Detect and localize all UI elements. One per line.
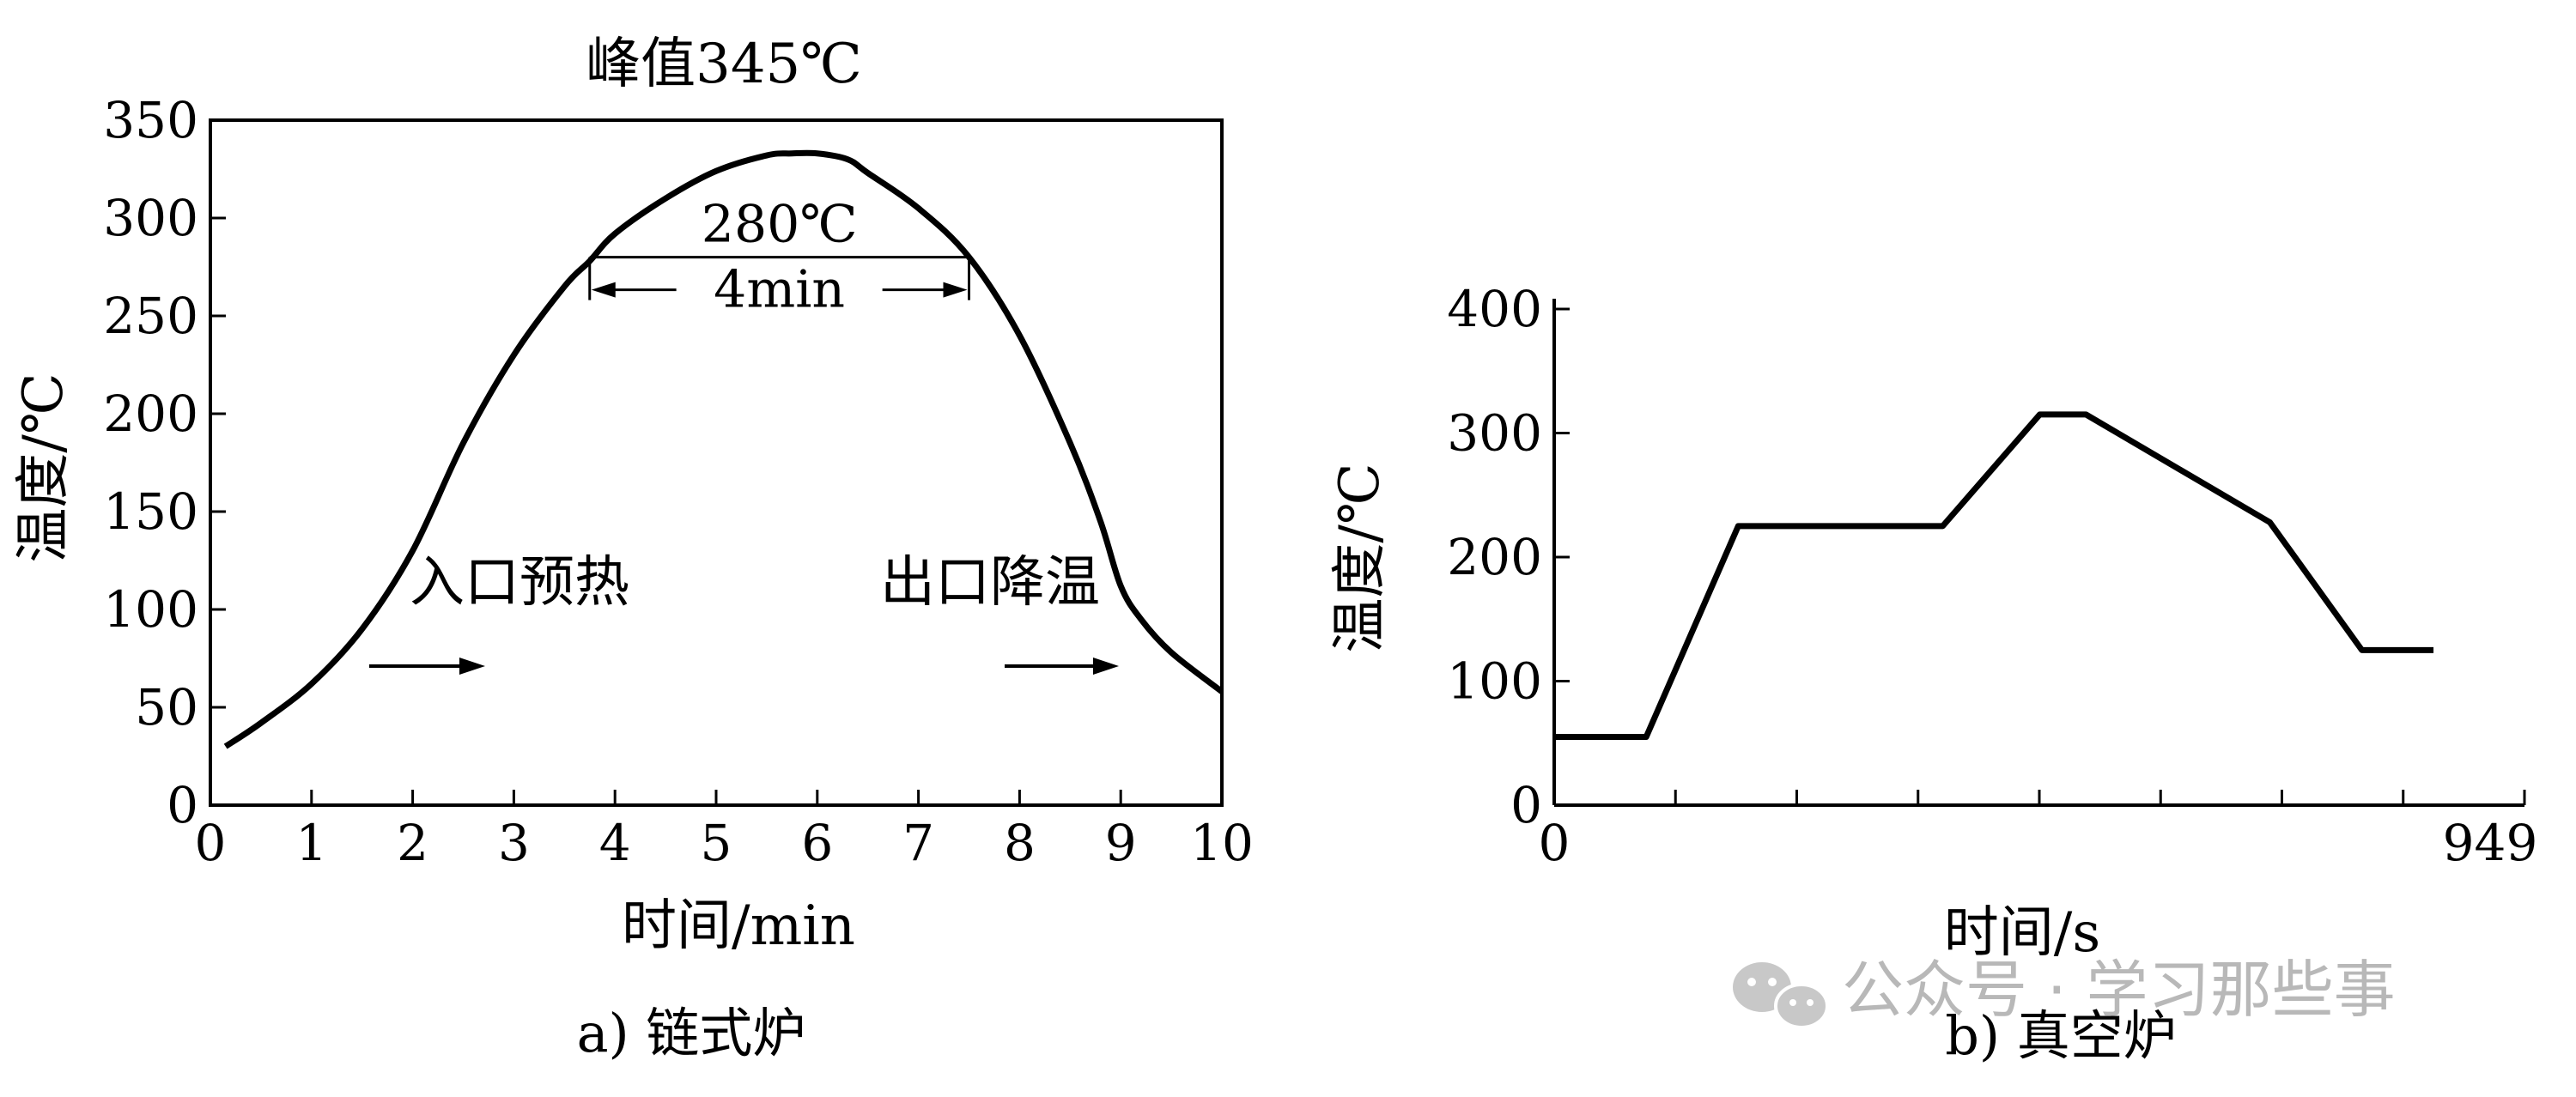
chart-b: 0 100 200 300 400 0 949 温度/℃ 时间/s b) 真空炉 [1328,280,2537,1067]
chart-a-x-tick-label: 9 [1105,814,1137,872]
chart-a-x-tick-label: 6 [801,814,833,872]
inlet-preheat-label: 入口预热 [410,551,629,615]
chart-b-x-ticks [1674,790,2526,805]
chart-a-y-tick-label: 100 [103,580,198,639]
chart-a-title: 峰值345℃ [586,33,862,96]
outlet-cooling-label: 出口降温 [880,551,1100,615]
chart-a-y-tick-label: 200 [103,385,198,443]
watermark: 公众号 · 学习那些事 [1733,954,2396,1029]
chart-b-series-line [1554,411,2434,741]
chart-b-y-tick-label: 200 [1447,528,1542,586]
wechat-icon [1733,962,1829,1029]
chart-a-y-axis-label: 温度/℃ [12,373,76,562]
chart-a-y-tick-label: 250 [103,287,198,345]
chart-a-y-tick-label: 300 [103,189,198,247]
chart-a-x-tick-label: 1 [295,814,327,872]
chart-a-y-tick-label: 50 [135,678,198,736]
chart-a-x-tick-label: 10 [1190,814,1254,872]
chart-a-x-tick-label: 2 [397,814,428,872]
chart-a-x-axis-label: 时间/min [622,894,855,958]
chart-b-y-ticks: 0 100 200 300 400 [1447,280,1570,834]
chart-b-y-tick-label: 100 [1447,652,1542,711]
chart-a-x-tick-label: 3 [498,814,530,872]
chart-b-caption: b) 真空炉 [1945,1004,2177,1067]
chart-a-y-tick-label: 0 [167,776,198,834]
chart-b-y-axis-label: 温度/℃ [1328,463,1392,652]
chart-b-y-tick-label: 300 [1447,404,1542,463]
watermark-text: 公众号 · 学习那些事 [1842,954,2396,1026]
outlet-arrow [1005,658,1119,675]
chart-a-y-tick-label: 150 [103,482,198,541]
chart-a-y-ticks: 0 50 100 150 200 250 300 350 [103,91,226,834]
band-temperature-label: 280℃ [702,195,858,255]
inlet-arrow [369,658,485,675]
chart-a-280-band: 280℃ 4min [588,195,970,320]
band-duration-label: 4min [714,260,845,320]
chart-a-y-tick-label: 350 [103,91,198,149]
chart-a-x-ticks: 0 1 2 3 4 5 6 7 8 9 10 [195,790,1254,872]
band-right-arrowhead [943,282,968,298]
band-left-arrowhead [591,282,616,298]
chart-a-x-tick-label: 0 [195,814,227,872]
chart-a-x-tick-label: 8 [1004,814,1036,872]
chart-b-x-tick-label-949: 949 [2443,814,2538,872]
chart-a-series-line [223,149,1224,749]
chart-b-x-tick-label-0: 0 [1539,814,1571,872]
chart-a-x-tick-label: 7 [902,814,934,872]
chart-b-x-axis-label: 时间/s [1944,901,2100,965]
chart-a-caption: a) 链式炉 [577,1002,806,1064]
chart-b-y-tick-label: 0 [1510,776,1542,834]
chart-a-x-tick-label: 4 [599,814,631,872]
chart-b-y-tick-label: 400 [1447,280,1542,338]
chart-a-x-tick-label: 5 [701,814,732,872]
